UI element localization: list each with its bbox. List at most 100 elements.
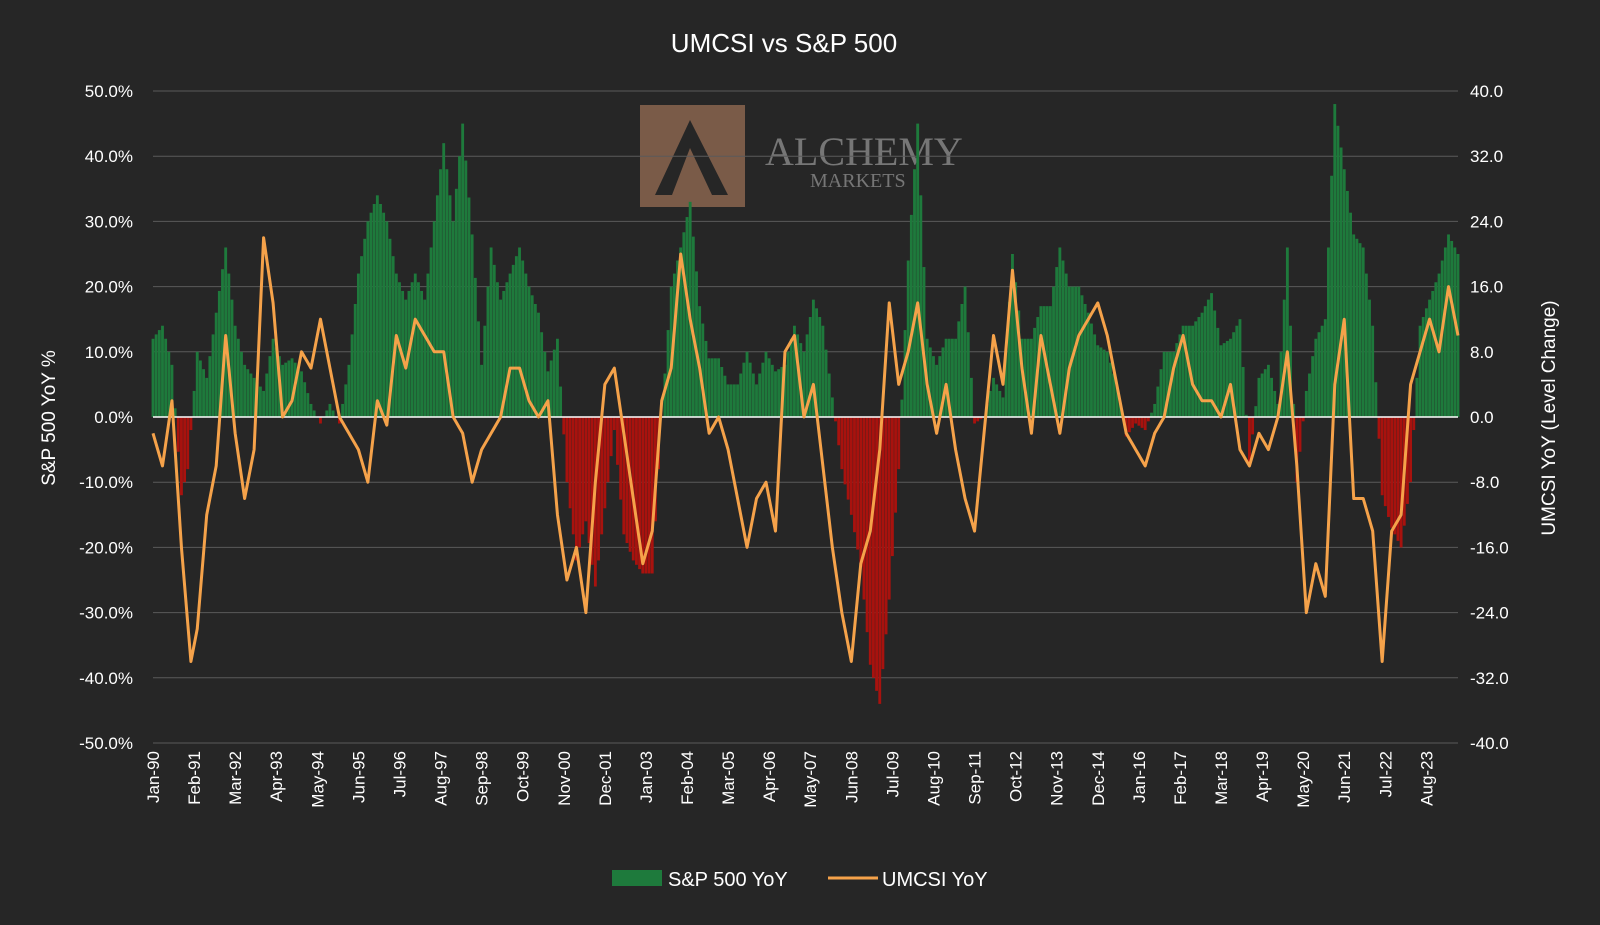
sp500-bar [1150, 412, 1153, 417]
sp500-bar [811, 299, 815, 417]
sp500-bar [796, 334, 800, 417]
sp500-bar [221, 269, 224, 417]
sp500-bar [1244, 414, 1248, 417]
x-tick-label: Feb-04 [678, 751, 697, 805]
sp500-bar [884, 417, 888, 635]
sp500-bar [767, 358, 771, 417]
sp500-bar [714, 358, 717, 417]
watermark-logo-glyph [655, 120, 728, 195]
sp500-bar [1406, 417, 1409, 504]
sp500-bar [224, 247, 228, 417]
sp500-bar [998, 390, 1002, 417]
y2-tick-label: -24.0 [1470, 604, 1509, 623]
y-axis-label: S&P 500 YoY % [39, 350, 60, 486]
sp500-bar [704, 340, 708, 417]
x-tick-label: Jun-08 [842, 751, 861, 803]
x-tick-label: Dec-01 [596, 751, 615, 806]
sp500-bar [1083, 303, 1087, 417]
sp500-bar [906, 260, 910, 417]
x-tick-label: Aug-10 [925, 751, 944, 806]
x-tick-label: Jan-03 [637, 751, 656, 803]
sp500-bar [1225, 340, 1229, 417]
sp500-bar [300, 371, 303, 417]
sp500-bar [1061, 260, 1065, 417]
sp500-bar [717, 358, 721, 417]
sp500-bar [1314, 338, 1318, 417]
sp500-bar [789, 338, 793, 417]
sp500-bar [1191, 325, 1194, 417]
sp500-bar [1235, 325, 1239, 417]
sp500-bar [1320, 325, 1324, 417]
sp500-bar [1342, 169, 1346, 417]
x-tick-label: Aug-23 [1417, 751, 1436, 806]
x-tick-label: Feb-17 [1171, 751, 1190, 805]
sp500-bar [442, 143, 446, 417]
sp500-bar [1424, 308, 1428, 417]
x-tick-label: Jun-21 [1335, 751, 1354, 803]
sp500-bar [356, 273, 360, 417]
sp500-bar [1304, 390, 1308, 417]
sp500-bar [837, 417, 841, 446]
sp500-bar [1064, 273, 1068, 417]
sp500-bars [151, 104, 1460, 704]
sp500-bar [480, 364, 484, 417]
y-tick-label: -40.0% [79, 669, 133, 688]
sp500-bar [846, 417, 850, 500]
sp500-bar [663, 373, 667, 417]
sp500-bar [969, 377, 973, 417]
sp500-bar [903, 330, 907, 417]
y2-tick-label: 40.0 [1470, 82, 1503, 101]
left-axis-ticks: 50.0% 40.0% 30.0% 20.0% 10.0% 0.0% -10.0% -20.0… [79, 82, 133, 753]
sp500-bar [1241, 367, 1245, 417]
sp500-bar [1219, 345, 1223, 417]
sp500-bar [862, 417, 866, 600]
sp500-bar [641, 417, 645, 574]
sp500-bar [404, 299, 408, 417]
sp500-bar [1418, 325, 1422, 417]
sp500-bar [729, 384, 733, 417]
sp500-bar [331, 410, 335, 417]
sp500-bar [913, 169, 916, 417]
sp500-bar [1266, 364, 1270, 417]
sp500-bar [742, 362, 746, 417]
sp500-bar [372, 204, 376, 417]
sp500-bar [473, 277, 477, 417]
sp500-bar [1257, 377, 1261, 417]
sp500-bar [195, 351, 199, 417]
sp500-bar [1112, 373, 1115, 417]
sp500-bar [597, 417, 600, 561]
sp500-bar [603, 417, 607, 509]
sp500-bar [1238, 319, 1242, 417]
x-tick-label: Apr-06 [760, 751, 779, 802]
x-tick-label: Jan-16 [1130, 751, 1149, 803]
y-tick-label: 30.0% [85, 212, 133, 231]
sp500-bar [941, 347, 945, 417]
sp500-bar [533, 303, 537, 417]
sp500-bar [328, 403, 332, 417]
sp500-bar [947, 338, 951, 417]
y-tick-label: 50.0% [85, 82, 133, 101]
sp500-bar [1289, 325, 1292, 417]
sp500-bar [435, 195, 439, 417]
sp500-bar [856, 417, 860, 550]
sp500-bar [979, 417, 983, 420]
sp500-bar [1279, 351, 1283, 417]
sp500-bar [1336, 125, 1340, 418]
sp500-bar [202, 369, 205, 417]
x-tick-label: Apr-19 [1253, 751, 1272, 802]
sp500-bar [290, 358, 294, 417]
sp500-bar [1206, 299, 1210, 417]
sp500-bar [578, 417, 581, 548]
sp500-bar [1162, 351, 1166, 417]
sp500-bar [616, 417, 619, 465]
sp500-bar [1058, 247, 1062, 417]
sp500-bar [1349, 212, 1352, 417]
sp500-bar [1210, 293, 1213, 417]
sp500-bar [638, 417, 642, 570]
sp500-bar [1159, 369, 1163, 417]
sp500-bar [922, 267, 926, 417]
sp500-bar [1333, 104, 1337, 417]
sp500-bar [849, 417, 853, 515]
sp500-bar [543, 351, 547, 417]
sp500-bar [938, 356, 942, 417]
